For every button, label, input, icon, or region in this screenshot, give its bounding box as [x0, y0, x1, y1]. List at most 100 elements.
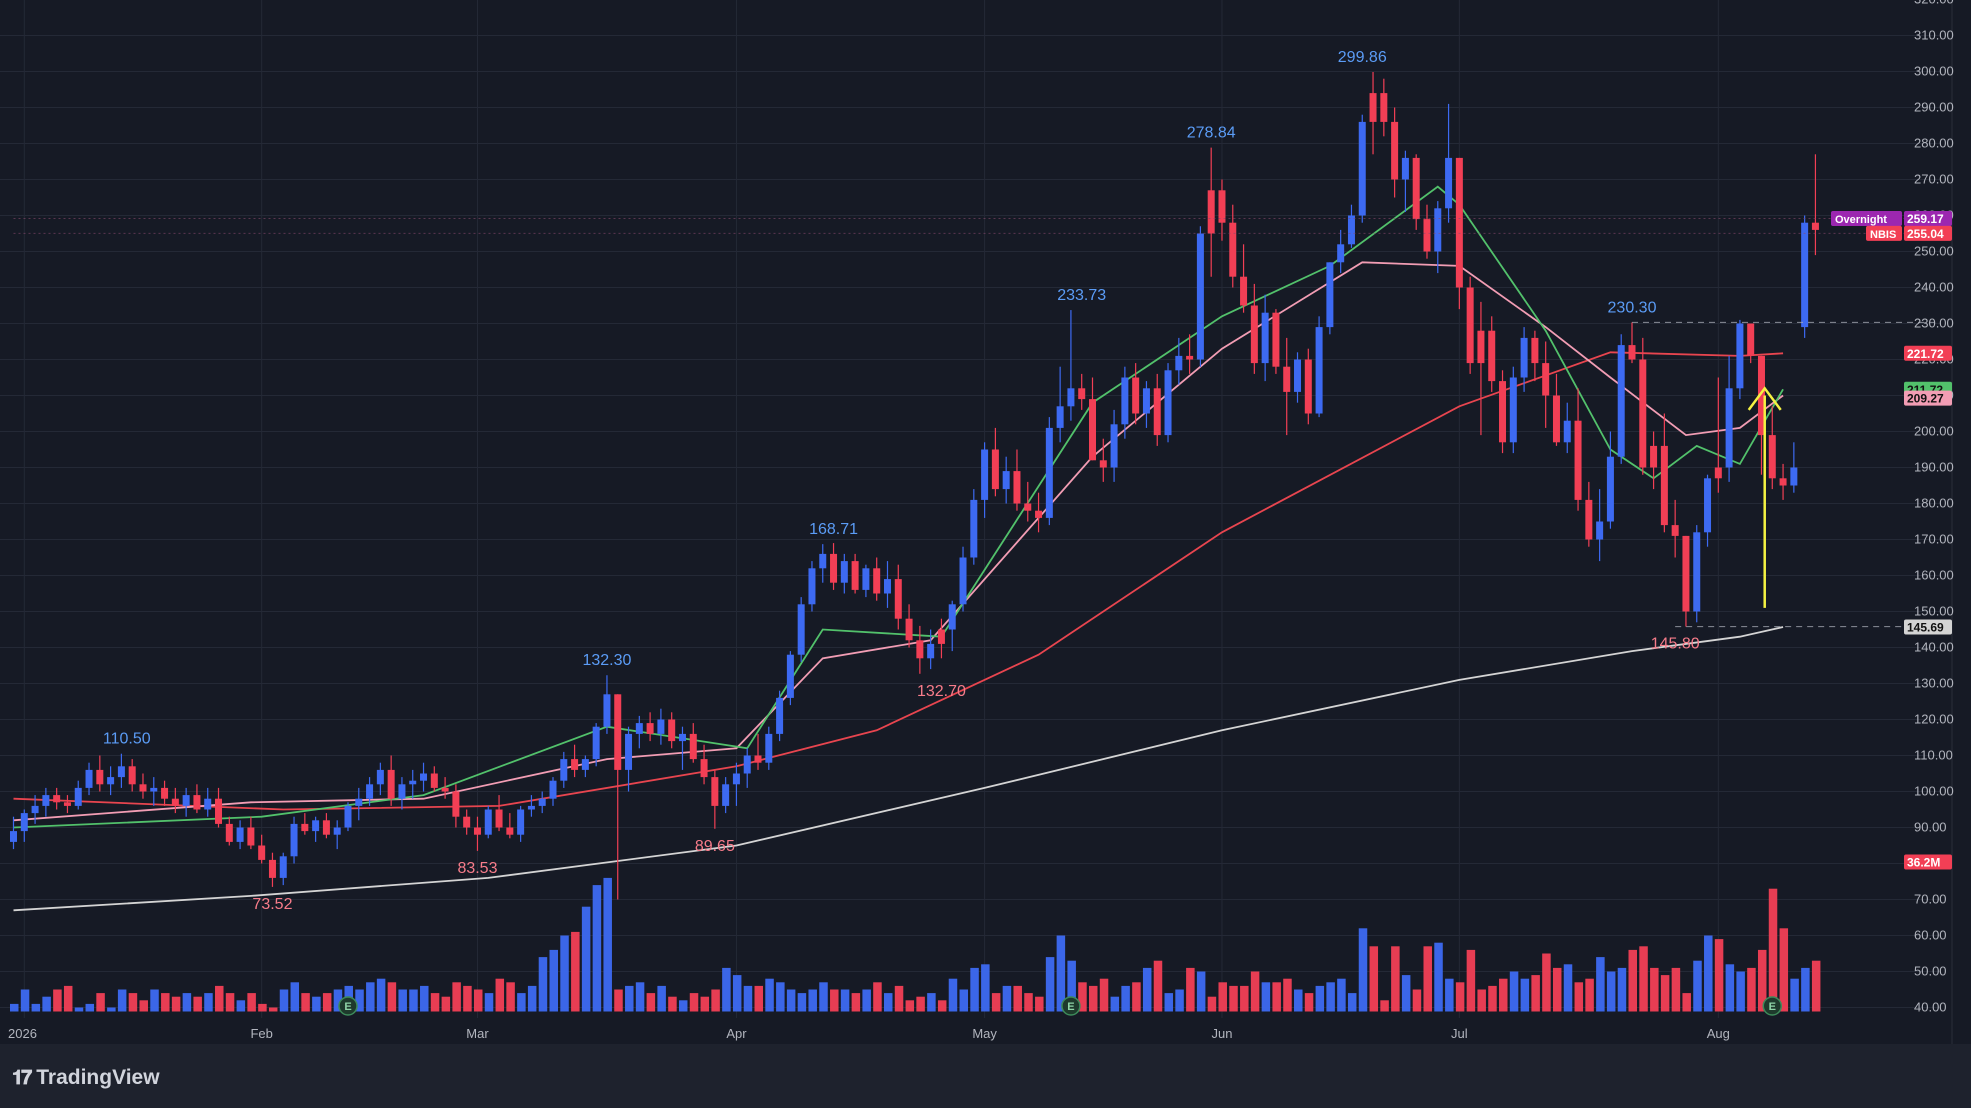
y-tick-label: 240.00	[1914, 280, 1954, 295]
volume-bar	[1401, 975, 1411, 1012]
candle-body	[1585, 499, 1593, 540]
candle-body	[1628, 345, 1636, 360]
volume-bar	[1488, 985, 1497, 1012]
ema-slow-line	[13, 351, 1784, 811]
candle-body	[452, 791, 460, 817]
candle-body	[668, 719, 676, 742]
candle-body	[161, 787, 169, 799]
volume-bar	[96, 993, 105, 1012]
svg-text:145.69: 145.69	[1907, 621, 1944, 635]
volume-bar	[711, 989, 720, 1012]
candle-body	[894, 579, 902, 619]
candle-body	[1552, 395, 1560, 443]
tradingview-logo-icon: 𝟏𝟕	[12, 1066, 32, 1089]
svg-text:255.04: 255.04	[1907, 227, 1944, 241]
x-tick-label: May	[972, 1026, 997, 1041]
candle-body	[1326, 262, 1334, 328]
candle-body	[1811, 222, 1819, 230]
x-tick-label: Jul	[1451, 1026, 1468, 1041]
candle-body	[1477, 330, 1485, 364]
candle-body	[959, 557, 967, 605]
candle-body	[1078, 388, 1086, 400]
y-tick-label: 50.00	[1914, 964, 1947, 979]
volume-bar	[1089, 985, 1098, 1012]
y-tick-label: 200.00	[1914, 424, 1954, 439]
candle-body	[53, 795, 61, 803]
candle-body	[700, 759, 708, 778]
price-axis-tag: 145.69	[1904, 619, 1952, 635]
candle-body	[581, 759, 589, 770]
y-tick-label: 300.00	[1914, 64, 1954, 79]
candle-body	[743, 755, 751, 774]
candle-body	[549, 780, 557, 799]
candle-body	[1142, 388, 1150, 414]
candle-body	[1574, 420, 1582, 500]
high-price-label: 233.73	[1057, 287, 1106, 304]
volume-bar	[409, 989, 418, 1012]
svg-text:Overnight: Overnight	[1835, 214, 1887, 226]
candle-body	[732, 773, 740, 785]
candle-body	[1035, 510, 1043, 518]
price-axis-panel[interactable]	[1952, 0, 1971, 1044]
candle-body	[247, 827, 255, 846]
candle-body	[1153, 388, 1161, 436]
volume-bar	[1747, 967, 1756, 1012]
y-tick-label: 60.00	[1914, 928, 1947, 943]
svg-text:209.27: 209.27	[1907, 392, 1944, 406]
candlesticks[interactable]	[10, 72, 1819, 900]
candle-body	[689, 733, 697, 760]
candle-body	[1682, 535, 1690, 612]
price-axis[interactable]: 40.0050.0060.0070.0080.0090.00100.00110.…	[1914, 0, 1954, 1015]
tradingview-logo[interactable]: 𝟏𝟕 TradingView	[12, 1066, 160, 1090]
sma-long-line	[13, 626, 1784, 912]
candle-body	[85, 769, 93, 788]
y-tick-label: 280.00	[1914, 136, 1954, 151]
volume-bar	[1347, 993, 1357, 1012]
volume-bar	[970, 967, 979, 1012]
volume-bar	[560, 935, 569, 1012]
candle-body	[1466, 287, 1474, 364]
candle-body	[765, 733, 773, 763]
candle-body	[1736, 323, 1744, 389]
candle-body	[301, 823, 309, 832]
candle-body	[754, 755, 762, 763]
y-tick-label: 150.00	[1914, 604, 1954, 619]
candle-body	[1089, 399, 1096, 461]
up-arrow-head-icon	[1747, 386, 1782, 411]
candle-body	[1434, 208, 1442, 252]
candle-body	[1693, 532, 1701, 612]
candle-body	[355, 798, 363, 806]
volume-bar	[268, 1007, 278, 1012]
volume-bar	[1801, 967, 1810, 1012]
volume-bar	[204, 993, 213, 1012]
volume-bar	[1477, 989, 1486, 1012]
candle-body	[1002, 471, 1010, 490]
volume-bar	[527, 985, 537, 1012]
candle-body	[430, 773, 438, 788]
candle-body	[1639, 359, 1647, 468]
y-tick-label: 180.00	[1914, 496, 1954, 511]
volume-bar	[1574, 982, 1584, 1012]
volume-bar	[117, 989, 127, 1012]
volume-bar	[63, 985, 73, 1012]
candle-body	[1542, 363, 1550, 396]
candle-body	[1229, 222, 1237, 277]
candle-body	[279, 856, 287, 878]
candle-body	[204, 798, 212, 810]
time-axis[interactable]: 2026 Feb Mar Apr May Jun Jul Aug	[8, 1026, 1730, 1041]
candle-body	[31, 805, 39, 814]
candle-body	[722, 784, 730, 806]
volume-bar	[517, 993, 526, 1012]
candle-body	[927, 643, 935, 659]
candle-body	[1488, 330, 1496, 382]
y-tick-label: 230.00	[1914, 316, 1954, 331]
candle-body	[571, 759, 579, 770]
volume-bar	[743, 985, 753, 1012]
volume-bar	[193, 996, 202, 1012]
volume-bar	[1768, 888, 1778, 1012]
candle-body	[1563, 420, 1571, 443]
volume-bar	[1164, 993, 1174, 1012]
candle-body	[1801, 222, 1809, 328]
volume-bar	[301, 993, 310, 1012]
